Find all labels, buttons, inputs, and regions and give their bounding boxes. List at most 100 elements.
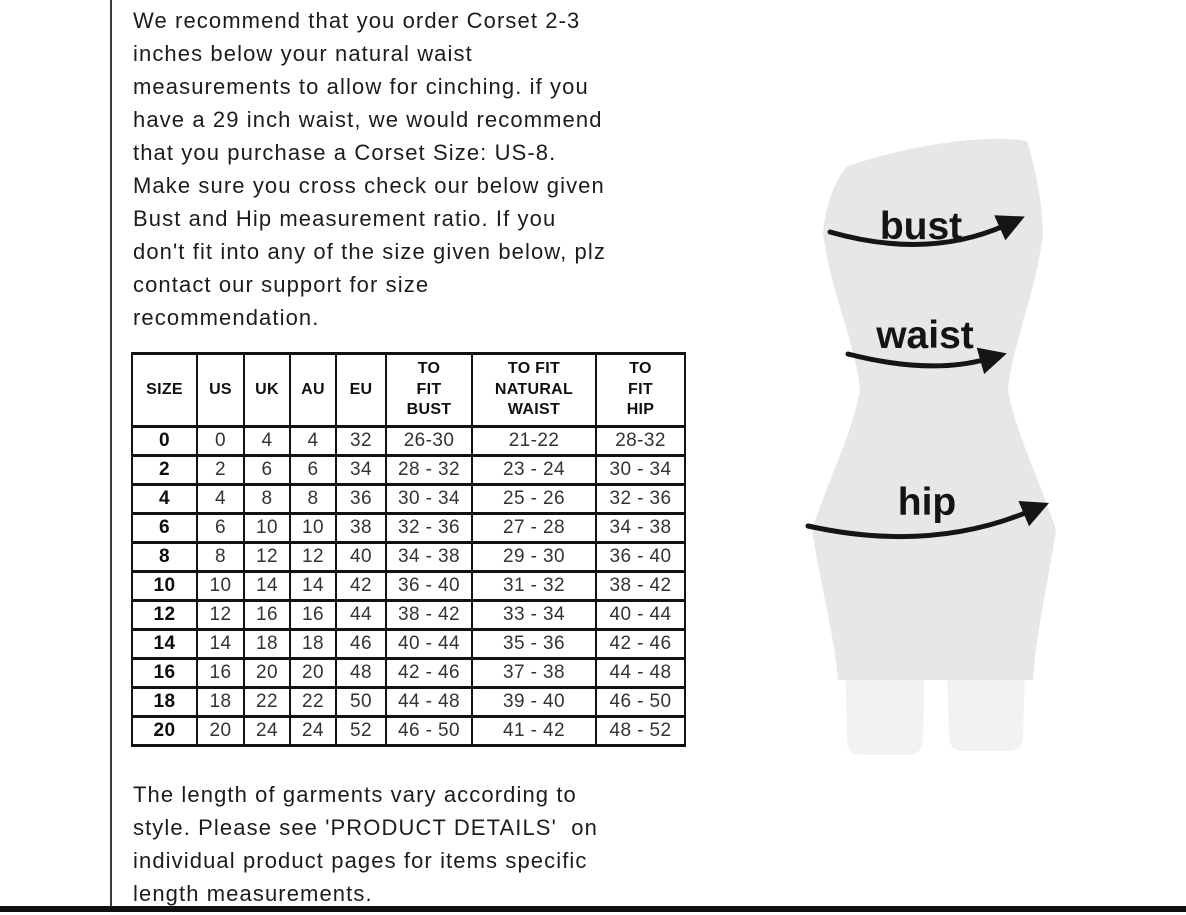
table-cell: 31 - 32 — [471, 570, 597, 602]
table-cell: 24 — [243, 715, 291, 747]
table-cell: 42 — [335, 570, 387, 602]
table-cell: 30 - 34 — [385, 483, 473, 515]
table-row: 20 20 24 24 52 46 - 50 41 - 42 48 - 52 — [131, 715, 686, 747]
table-cell: 0 — [196, 425, 245, 457]
table-cell: 6 — [131, 512, 198, 544]
text-line: style. Please see 'PRODUCT DETAILS' on — [133, 815, 598, 840]
table-cell: 32 - 36 — [385, 512, 473, 544]
bottom-divider-bar — [0, 906, 1186, 912]
table-cell: 36 - 40 — [385, 570, 473, 602]
table-cell: 37 - 38 — [471, 657, 597, 689]
text-line: have a 29 inch waist, we would recommend — [133, 107, 603, 132]
table-row: 6 6 10 10 38 32 - 36 27 - 28 34 - 38 — [131, 512, 686, 544]
table-cell: 20 — [196, 715, 245, 747]
table-cell: 29 - 30 — [471, 541, 597, 573]
table-cell: 12 — [289, 541, 337, 573]
table-row: 8 8 12 12 40 34 - 38 29 - 30 36 - 40 — [131, 541, 686, 573]
table-cell: 40 — [335, 541, 387, 573]
table-cell: 38 - 42 — [385, 599, 473, 631]
table-cell: 40 - 44 — [595, 599, 686, 631]
table-cell: 44 — [335, 599, 387, 631]
table-cell: 18 — [289, 628, 337, 660]
table-cell: 35 - 36 — [471, 628, 597, 660]
table-cell: 2 — [196, 454, 245, 486]
text-line: that you purchase a Corset Size: US-8. — [133, 140, 557, 165]
table-cell: 39 - 40 — [471, 686, 597, 718]
table-cell: 14 — [196, 628, 245, 660]
table-cell: 8 — [289, 483, 337, 515]
table-cell: 10 — [131, 570, 198, 602]
table-cell: 14 — [243, 570, 291, 602]
table-cell: 20 — [243, 657, 291, 689]
table-cell: 20 — [131, 715, 198, 747]
table-cell: 18 — [131, 686, 198, 718]
table-cell: 24 — [289, 715, 337, 747]
hip-label: hip — [898, 481, 956, 524]
table-cell: 46 - 50 — [595, 686, 686, 718]
table-cell: 32 - 36 — [595, 483, 686, 515]
table-cell: 34 - 38 — [595, 512, 686, 544]
table-cell: 6 — [289, 454, 337, 486]
table-cell: 42 - 46 — [595, 628, 686, 660]
table-row: 12 12 16 16 44 38 - 42 33 - 34 40 - 44 — [131, 599, 686, 631]
table-row: 10 10 14 14 42 36 - 40 31 - 32 38 - 42 — [131, 570, 686, 602]
table-cell: 12 — [196, 599, 245, 631]
table-cell: 4 — [289, 425, 337, 457]
body-silhouette-diagram: bust waist hip — [805, 138, 1056, 755]
table-cell: 22 — [289, 686, 337, 718]
bust-arrow-icon — [827, 215, 1025, 247]
text-line: individual product pages for items speci… — [133, 848, 588, 873]
table-cell: 36 - 40 — [595, 541, 686, 573]
table-cell: 48 — [335, 657, 387, 689]
table-cell: 4 — [196, 483, 245, 515]
left-vertical-rule — [110, 0, 112, 908]
text-line: contact our support for size — [133, 272, 430, 297]
table-cell: 42 - 46 — [385, 657, 473, 689]
table-cell: 10 — [243, 512, 291, 544]
table-cell: 23 - 24 — [471, 454, 597, 486]
table-row: 0 0 4 4 32 26-30 21-22 28-32 — [131, 425, 686, 457]
table-cell: 41 - 42 — [471, 715, 597, 747]
table-cell: 38 — [335, 512, 387, 544]
table-cell: 16 — [196, 657, 245, 689]
table-cell: 28 - 32 — [385, 454, 473, 486]
table-row: 4 4 8 8 36 30 - 34 25 - 26 32 - 36 — [131, 483, 686, 515]
footer-paragraph: The length of garments vary according to… — [133, 778, 733, 910]
table-cell: 32 — [335, 425, 387, 457]
table-cell: 4 — [131, 483, 198, 515]
table-cell: 8 — [243, 483, 291, 515]
table-cell: 18 — [243, 628, 291, 660]
table-cell: 6 — [196, 512, 245, 544]
text-line: measurements to allow for cinching. if y… — [133, 74, 589, 99]
table-cell: 44 - 48 — [385, 686, 473, 718]
table-cell: 27 - 28 — [471, 512, 597, 544]
header-cell: US — [196, 352, 245, 428]
table-cell: 48 - 52 — [595, 715, 686, 747]
table-cell: 16 — [131, 657, 198, 689]
header-cell: TO FIT HIP — [595, 352, 686, 428]
table-cell: 21-22 — [471, 425, 597, 457]
table-cell: 8 — [131, 541, 198, 573]
table-cell: 34 — [335, 454, 387, 486]
text-line: inches below your natural waist — [133, 41, 473, 66]
table-cell: 20 — [289, 657, 337, 689]
table-cell: 10 — [196, 570, 245, 602]
table-cell: 46 - 50 — [385, 715, 473, 747]
header-row: SIZE US UK AU EU TO FIT BUST TO FIT NATURAL WA… — [131, 352, 686, 428]
table-cell: 38 - 42 — [595, 570, 686, 602]
text-line: We recommend that you order Corset 2-3 — [133, 8, 581, 33]
table-cell: 46 — [335, 628, 387, 660]
text-line: Make sure you cross check our below give… — [133, 173, 605, 198]
text-line: don't fit into any of the size given bel… — [133, 239, 606, 264]
table-cell: 16 — [289, 599, 337, 631]
table-row: 16 16 20 20 48 42 - 46 37 - 38 44 - 48 — [131, 657, 686, 689]
waist-arrow-icon — [845, 347, 1007, 375]
table-cell: 26-30 — [385, 425, 473, 457]
table-cell: 22 — [243, 686, 291, 718]
size-table: SIZE US UK AU EU TO FIT BUST TO FIT NATURAL WA… — [131, 352, 686, 747]
table-cell: 2 — [131, 454, 198, 486]
text-line: The length of garments vary according to — [133, 782, 577, 807]
header-cell: TO FIT BUST — [385, 352, 473, 428]
table-cell: 8 — [196, 541, 245, 573]
